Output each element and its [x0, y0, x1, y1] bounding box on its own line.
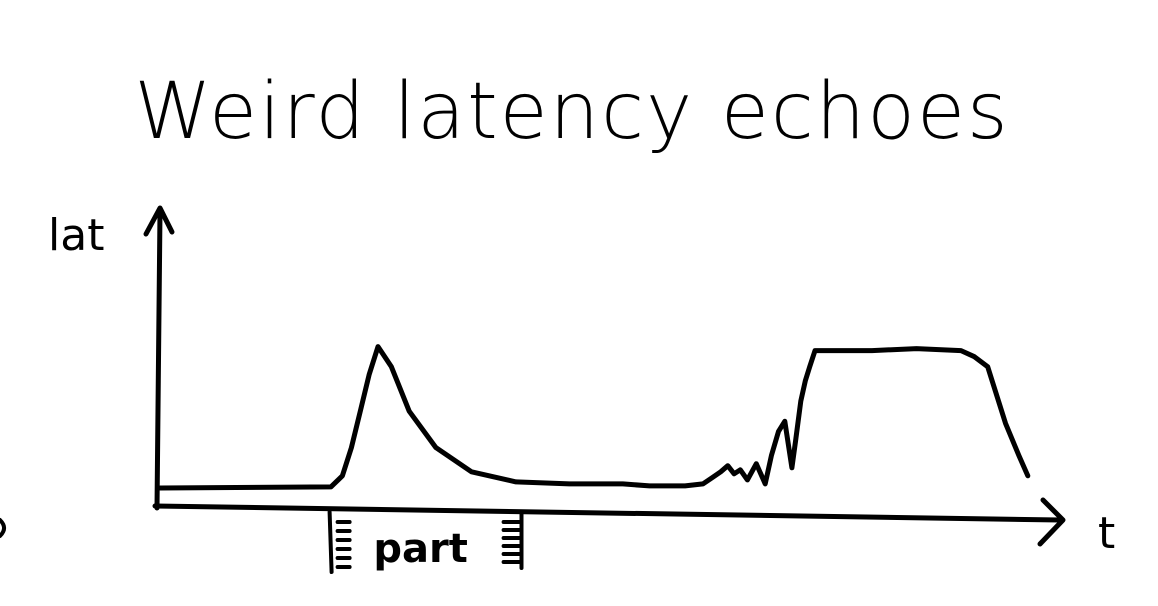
series-layer — [157, 344, 1031, 491]
series-line-0 — [157, 344, 1031, 491]
x-axis-arrow-icon — [1037, 497, 1066, 547]
y-axis-arrow-icon — [143, 205, 175, 237]
y-axis-label: lat — [48, 210, 104, 261]
annotation-right-bracket — [501, 510, 524, 570]
chart-title: Weird latency echoes — [134, 67, 1009, 157]
part-annotation: part — [327, 510, 524, 574]
stray-mark — [0, 518, 6, 538]
x-axis-line — [152, 503, 1063, 523]
x-axis-label: t — [1098, 508, 1115, 559]
annotation-label: part — [373, 526, 467, 572]
y-axis-line — [154, 209, 163, 511]
annotation-left-bracket — [327, 510, 352, 574]
